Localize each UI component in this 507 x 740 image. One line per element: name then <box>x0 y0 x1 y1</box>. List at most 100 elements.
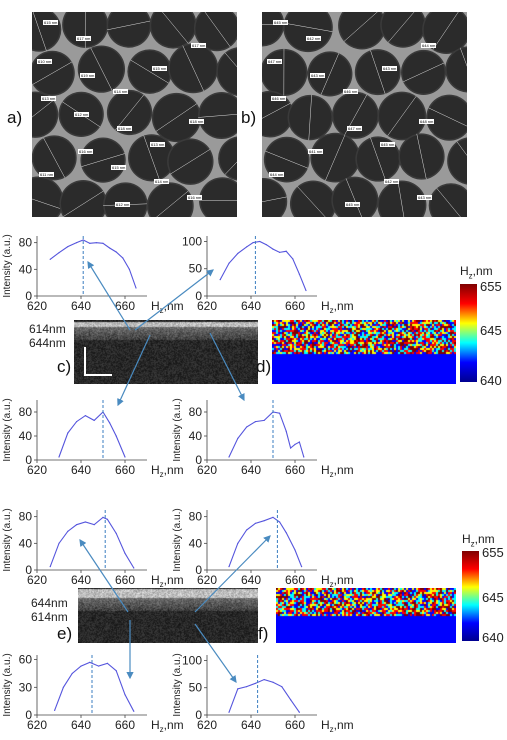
y-tick-label: 80 <box>19 510 33 524</box>
diameter-line <box>43 137 66 178</box>
data-point <box>298 711 300 713</box>
y-tick-label: 60 <box>19 653 33 667</box>
particle-size-label: 647 nm <box>347 126 363 131</box>
x-tick-label: 640 <box>241 718 261 732</box>
x-tick-label: 640 <box>71 718 91 732</box>
particle-core <box>200 178 237 217</box>
data-point <box>106 518 108 520</box>
data-point <box>67 246 69 248</box>
diameter-line <box>370 137 386 181</box>
layer-label-e-top: 644nm <box>31 596 68 610</box>
particle-size-label: 647 nm <box>267 59 283 64</box>
data-point <box>102 516 104 518</box>
diameter-line <box>387 96 417 136</box>
diameter-line <box>170 149 211 175</box>
x-tick-label: 620 <box>27 463 47 477</box>
micrograph-b: 645 nm 643 nm 647 nm 642 nm 644 nm 646 nm 641 … <box>262 12 467 217</box>
data-point <box>58 456 60 458</box>
data-point <box>246 246 248 248</box>
y-tick-label: 0 <box>195 289 202 303</box>
series-line <box>219 240 307 291</box>
micrograph-a: 615 nm 619 nm 618 nm 614 nm 617 nm 613 nm 616 … <box>32 12 237 217</box>
particle-size-label: 642 nm <box>306 36 322 41</box>
data-point <box>237 437 239 439</box>
diameter-line <box>156 190 189 217</box>
particle-core <box>378 181 425 217</box>
particle-core <box>262 92 292 137</box>
y-tick-label: 0 <box>195 708 202 722</box>
diameter-line <box>204 12 231 48</box>
colorbar-d-tick-mid: 645 <box>480 323 502 338</box>
particle-size-label: 645 nm <box>380 142 396 147</box>
diameter-line <box>63 190 104 217</box>
particle-core <box>219 138 237 179</box>
particle-size-label: 610 nm <box>37 59 53 64</box>
x-tick-label: 640 <box>241 573 261 587</box>
y-tick-label: 100 <box>182 653 202 667</box>
x-tick-label: 640 <box>241 463 261 477</box>
x-axis-label: Hz,nm <box>321 463 354 479</box>
data-point <box>76 524 78 526</box>
x-axis-label: Hz,nm <box>321 718 354 734</box>
data-point <box>98 665 100 667</box>
colorbar-f <box>462 551 479 641</box>
panel-label-b: b) <box>241 108 257 127</box>
particle-core <box>332 178 377 217</box>
diameter-line <box>370 50 386 94</box>
panel-label-d: d) <box>256 357 272 376</box>
y-axis-label: Intensity (a.u.) <box>2 508 13 571</box>
colorbar-d <box>460 284 477 382</box>
data-point <box>263 678 265 681</box>
diameter-line <box>262 102 291 119</box>
data-point <box>219 279 221 281</box>
y-tick-label: 80 <box>189 510 203 524</box>
diameter-line <box>308 94 312 141</box>
x-tick-label: 660 <box>285 463 305 477</box>
x-tick-label: 640 <box>71 463 91 477</box>
particle-size-label: 612 nm <box>74 112 90 117</box>
series-line <box>228 411 305 458</box>
y-tick-label: 80 <box>19 236 33 250</box>
series-line <box>228 516 303 567</box>
y-tick-label: 50 <box>189 262 203 276</box>
x-axis-label: Hz,nm <box>321 299 354 315</box>
y-tick-label: 80 <box>19 405 33 419</box>
x-tick-label: 620 <box>27 299 47 313</box>
data-point <box>135 287 137 289</box>
scale-bar-vertical <box>84 347 86 375</box>
diameter-line <box>107 20 151 31</box>
y-axis-label: Intensity (a.u.) <box>2 653 13 716</box>
data-point <box>237 542 239 544</box>
diameter-line <box>143 135 160 181</box>
data-point <box>298 273 300 275</box>
particle-core <box>262 12 283 45</box>
diameter-line <box>416 133 427 180</box>
particle-core <box>104 183 147 217</box>
particle-size-label: 644 nm <box>421 43 437 48</box>
data-point <box>67 530 69 532</box>
y-axis-label: Intensity (a.u.) <box>2 398 13 461</box>
y-axis-label: Intensity (a.u.) <box>172 398 183 461</box>
diameter-line <box>182 45 204 92</box>
data-point <box>254 522 256 524</box>
particle-size-label: 612 nm <box>115 202 131 207</box>
series-line <box>54 661 135 712</box>
particle-size-label: 646 nm <box>271 96 287 101</box>
data-point <box>76 421 78 423</box>
height-map-f <box>276 588 456 643</box>
diameter-line <box>343 12 378 42</box>
particle-core <box>32 12 60 51</box>
particle-core <box>217 48 237 95</box>
diameter-line <box>297 186 326 217</box>
diameter-line <box>32 61 72 85</box>
data-point <box>272 248 274 250</box>
particle-core <box>446 47 467 91</box>
data-point <box>290 699 292 701</box>
data-point <box>80 665 82 667</box>
particle-size-label: 615 nm <box>111 165 127 170</box>
y-tick-label: 50 <box>189 681 203 695</box>
diameter-line <box>402 62 445 83</box>
particle-size-label: 643 nm <box>382 66 398 71</box>
data-point <box>254 682 256 684</box>
